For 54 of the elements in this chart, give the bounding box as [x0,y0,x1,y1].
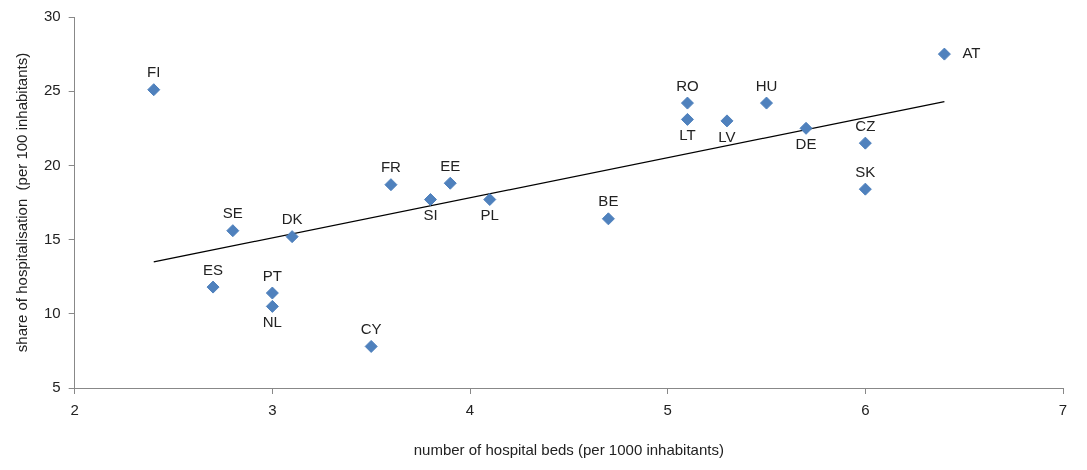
point [226,224,240,238]
y-tick-label: 25 [44,81,61,99]
x-tick-label: 7 [1058,401,1068,419]
point [483,193,497,207]
annotation: PL [480,206,499,224]
point [443,176,457,190]
y-tick-label: 30 [44,7,61,25]
point [147,83,161,97]
point [858,182,872,196]
annotation: SK [855,162,876,180]
annotation: ES [203,260,224,278]
point [206,280,220,294]
x-tick-label: 4 [465,401,475,419]
annotation: LV [718,127,736,145]
annotation: CZ [855,116,876,134]
annotation: DK [281,210,303,228]
y-tick-label: 15 [44,229,61,247]
annotation: SI [423,206,438,224]
point [720,114,734,128]
annotation: SE [222,204,243,222]
y-tick-label: 10 [44,303,61,321]
x-tick-label: 3 [268,401,277,419]
annotation: LT [679,126,696,144]
point [858,136,872,150]
y-tick-label: 5 [52,378,61,396]
point [384,178,398,192]
annotation: EE [440,156,461,174]
point [680,112,694,126]
y-axis-title: share of hospitalisation (per 100 inhabitants) [13,52,31,353]
point [937,47,951,61]
point [601,212,615,226]
point [680,96,694,110]
annotation: DE [795,134,817,152]
annotation: HU [755,76,778,94]
annotation: BE [598,192,619,210]
x-tick-label: 6 [861,401,870,419]
annotation: AT [962,44,981,62]
annotation: CY [360,320,382,338]
annotation: FR [380,158,402,176]
annotation: FI [147,63,161,81]
x-axis-title: number of hospital beds (per 1000 inhabitants) [413,441,724,459]
y-tick-label: 20 [44,155,61,173]
x-tick-label: 2 [70,401,79,419]
point [364,339,378,353]
annotation: PT [262,266,282,284]
x-tick-label: 5 [663,401,672,419]
annotation: RO [676,76,699,94]
annotation: NL [262,313,282,331]
point [265,299,279,313]
point [760,96,774,110]
point [285,230,299,244]
point [265,286,279,300]
point [423,193,437,207]
point [799,121,813,135]
